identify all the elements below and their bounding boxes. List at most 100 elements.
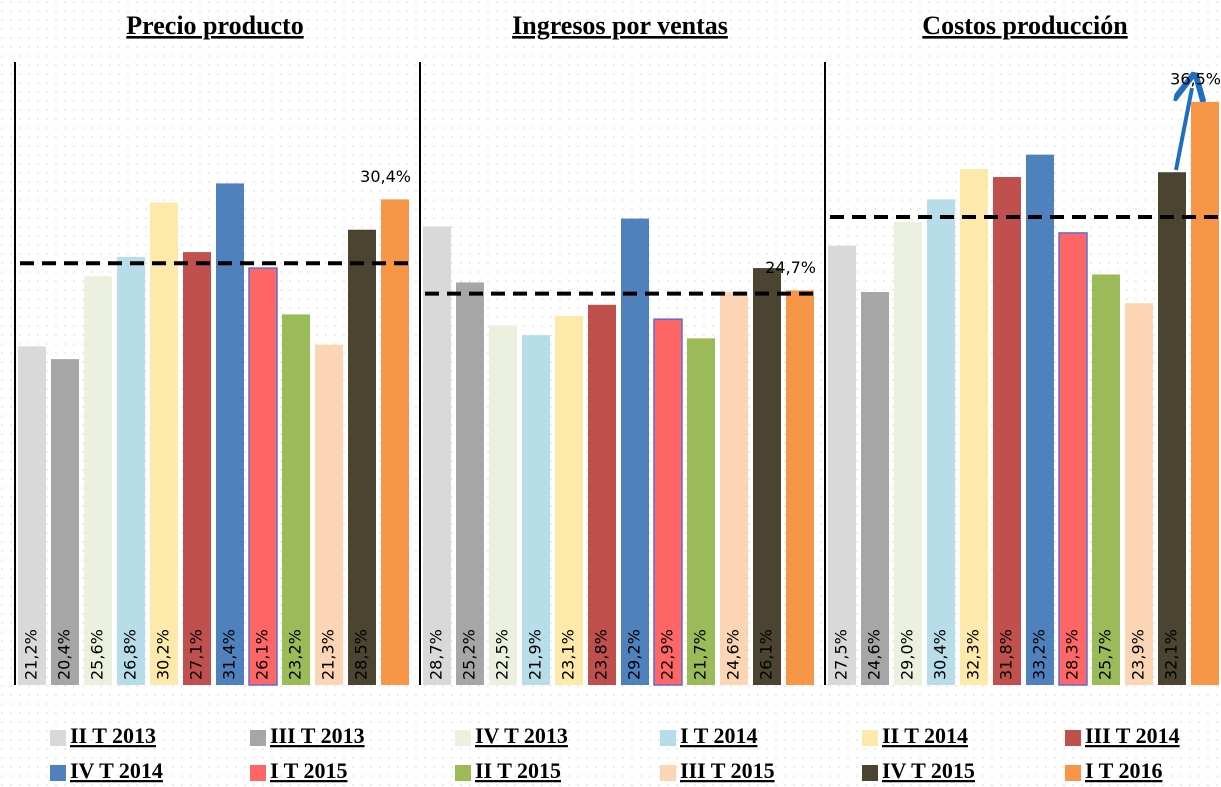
value-label: 32,1% <box>1162 629 1181 680</box>
legend-swatch <box>455 765 471 781</box>
bar <box>753 268 781 685</box>
bar <box>216 183 244 685</box>
legend-swatch <box>50 730 66 746</box>
bar <box>621 218 649 686</box>
bar <box>894 221 922 685</box>
legend-swatch <box>660 730 676 746</box>
bar <box>1092 274 1120 685</box>
legend-label: III T 2013 <box>270 723 365 748</box>
value-label: 31,4% <box>220 629 239 680</box>
value-label: 28,5% <box>352 629 371 680</box>
value-label: 32,3% <box>964 629 983 680</box>
legend-swatch <box>250 765 266 781</box>
value-label: 26,1% <box>253 629 272 680</box>
bar <box>1125 303 1153 685</box>
legend-label: I T 2016 <box>1085 758 1162 783</box>
bar <box>1026 154 1054 686</box>
value-label: 30,4% <box>931 629 950 680</box>
legend-swatch <box>862 730 878 746</box>
bar <box>315 344 343 685</box>
bar <box>117 256 145 685</box>
legend-label: II T 2014 <box>882 723 968 748</box>
legend-label: I T 2015 <box>270 758 347 783</box>
bar <box>653 318 683 686</box>
legend-label: IV T 2013 <box>475 723 568 748</box>
legend-label: I T 2014 <box>680 723 757 748</box>
legend-swatch <box>660 765 676 781</box>
value-label: 27,5% <box>832 629 851 680</box>
legend-swatch <box>1065 765 1081 781</box>
bar <box>282 314 310 685</box>
value-label: 24,6% <box>724 629 743 680</box>
chart-title: Costos producción <box>922 11 1128 40</box>
bar <box>861 292 889 685</box>
value-label: 25,6% <box>88 629 107 680</box>
value-label: 26,8% <box>121 629 140 680</box>
value-label: 25,7% <box>1096 629 1115 680</box>
bar <box>51 359 79 685</box>
bar <box>423 226 451 686</box>
value-label: 28,7% <box>427 629 446 680</box>
value-label: 23,1% <box>559 629 578 680</box>
value-label: 25,2% <box>460 629 479 680</box>
bar <box>1058 232 1088 686</box>
legend-label: IV T 2014 <box>70 758 163 783</box>
legend-label: II T 2015 <box>475 758 561 783</box>
legend-swatch <box>1065 730 1081 746</box>
bar <box>687 338 715 685</box>
bar <box>993 177 1021 685</box>
bar <box>381 199 409 685</box>
value-label: 21,9% <box>526 629 545 680</box>
legend-swatch <box>50 765 66 781</box>
bar <box>1191 101 1219 685</box>
legend-label: III T 2015 <box>680 758 775 783</box>
value-label: 27,1% <box>187 629 206 680</box>
value-label: 21,2% <box>22 629 41 680</box>
bar <box>348 229 376 685</box>
value-label: 20,4% <box>55 629 74 680</box>
legend-swatch <box>455 730 471 746</box>
value-label: 26,1% <box>757 629 776 680</box>
bar <box>927 199 955 685</box>
bar <box>18 346 46 685</box>
value-label: 21,3% <box>319 629 338 680</box>
legend-label: II T 2013 <box>70 723 156 748</box>
bar <box>960 169 988 685</box>
bar <box>588 304 616 685</box>
legend-label: III T 2014 <box>1085 723 1180 748</box>
bar <box>720 292 748 685</box>
value-label: 23,8% <box>592 629 611 680</box>
bar <box>828 245 856 685</box>
bar <box>1158 172 1186 685</box>
value-label: 24,6% <box>865 629 884 680</box>
value-label: 24,7% <box>765 258 816 277</box>
value-label: 29,2% <box>625 629 644 680</box>
legend-swatch <box>250 730 266 746</box>
value-label: 31,8% <box>997 629 1016 680</box>
arrow <box>1176 88 1192 171</box>
value-label: 22,5% <box>493 629 512 680</box>
legend-label: IV T 2015 <box>882 758 975 783</box>
bar <box>84 276 112 685</box>
bar <box>555 315 583 685</box>
value-label: 36,5% <box>1170 69 1221 88</box>
bar <box>248 267 278 686</box>
chart-title: Ingresos por ventas <box>512 11 728 40</box>
bar <box>786 290 814 685</box>
bar <box>183 252 211 685</box>
value-label: 23,2% <box>286 629 305 680</box>
bar <box>489 325 517 685</box>
value-label: 21,7% <box>691 629 710 680</box>
value-label: 22,9% <box>658 629 677 680</box>
chart-title: Precio producto <box>126 11 303 40</box>
value-label: 29,0% <box>898 629 917 680</box>
bar <box>150 202 178 686</box>
value-label: 30,4% <box>360 167 411 186</box>
bar <box>522 335 550 685</box>
value-label: 30,2% <box>154 629 173 680</box>
value-label: 28,3% <box>1063 629 1082 680</box>
value-label: 33,2% <box>1030 629 1049 680</box>
legend-swatch <box>862 765 878 781</box>
bar <box>456 282 484 685</box>
